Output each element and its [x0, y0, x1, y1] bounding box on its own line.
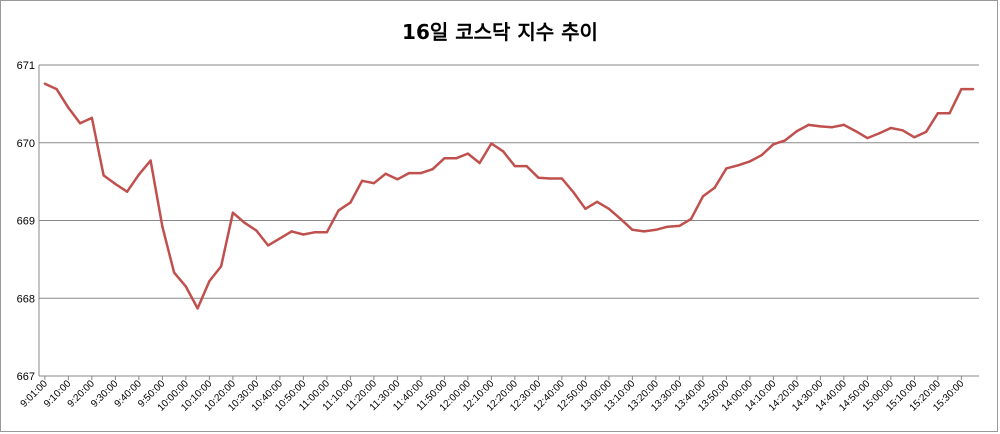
data-point [431, 167, 434, 171]
data-point [736, 164, 740, 167]
data-point [877, 132, 881, 135]
data-point [725, 167, 728, 170]
y-tick-label: 669 [17, 216, 35, 228]
data-point [184, 285, 188, 288]
data-point [748, 160, 752, 163]
data-point [325, 230, 329, 234]
data-point [302, 233, 305, 236]
data-point [678, 224, 681, 228]
data-point [701, 195, 705, 198]
data-point [360, 179, 364, 183]
data-point [443, 157, 446, 160]
data-point [631, 228, 634, 232]
data-point [513, 164, 517, 168]
data-point [219, 265, 223, 268]
data-point [537, 176, 540, 179]
data-point [901, 129, 904, 132]
data-point [78, 122, 82, 125]
data-point [90, 116, 94, 120]
data-point [666, 225, 669, 228]
data-point [595, 200, 599, 204]
series-line [44, 82, 974, 310]
data-point [478, 161, 481, 165]
data-point [689, 217, 693, 221]
data-point [149, 159, 152, 162]
data-point [501, 150, 505, 153]
data-point [349, 201, 352, 204]
data-point [572, 191, 575, 194]
data-point [278, 237, 282, 240]
data-point [208, 279, 211, 283]
data-point [713, 186, 716, 190]
data-point [114, 182, 117, 186]
data-point [466, 152, 470, 155]
data-point [584, 207, 587, 211]
data-point [55, 87, 58, 91]
data-point [407, 171, 411, 175]
axis-layer: 6676686696706719:01:009:10:009:20:009:30… [17, 60, 967, 414]
data-point [842, 123, 846, 127]
data-point [548, 177, 552, 180]
data-point [490, 142, 493, 145]
data-point [172, 271, 176, 274]
data-point [231, 211, 235, 214]
data-point [619, 217, 622, 221]
y-tick-label: 670 [17, 138, 35, 150]
data-point [525, 164, 528, 168]
data-point [866, 136, 869, 140]
data-point [255, 229, 258, 232]
data-point [372, 181, 376, 185]
data-point [913, 136, 916, 139]
data-point [830, 126, 834, 129]
data-point [125, 190, 129, 193]
data-point [607, 207, 611, 211]
data-point [396, 178, 399, 181]
data-point [772, 143, 775, 146]
data-point [783, 139, 787, 142]
data-point [795, 129, 799, 133]
data-point [854, 129, 857, 133]
y-tick-label: 668 [17, 293, 35, 305]
data-point [889, 126, 893, 130]
data-point [313, 230, 317, 234]
data-point [819, 125, 822, 128]
data-point [454, 157, 458, 160]
data-point [807, 123, 810, 127]
data-point [137, 173, 141, 176]
data-point [936, 112, 940, 115]
data-point [337, 209, 340, 212]
data-point [290, 230, 293, 233]
y-tick-label: 667 [17, 371, 35, 383]
grid-layer [39, 64, 979, 377]
data-point [196, 307, 199, 310]
series-layer [43, 82, 975, 310]
data-point [266, 244, 270, 247]
data-point [67, 106, 70, 109]
data-point [924, 130, 928, 134]
chart-title: 16일 코스닥 지수 추이 [402, 20, 598, 44]
y-tick-label: 671 [17, 60, 35, 72]
data-point [971, 87, 975, 91]
data-point [960, 87, 963, 91]
data-point [419, 171, 423, 175]
data-point [43, 82, 47, 85]
data-point [560, 177, 564, 180]
data-point [161, 225, 164, 228]
data-point [642, 230, 646, 233]
data-point [102, 174, 105, 177]
data-point [654, 228, 658, 232]
data-point [948, 112, 951, 115]
data-point [384, 172, 387, 176]
data-point [760, 153, 763, 157]
data-point [243, 221, 246, 225]
